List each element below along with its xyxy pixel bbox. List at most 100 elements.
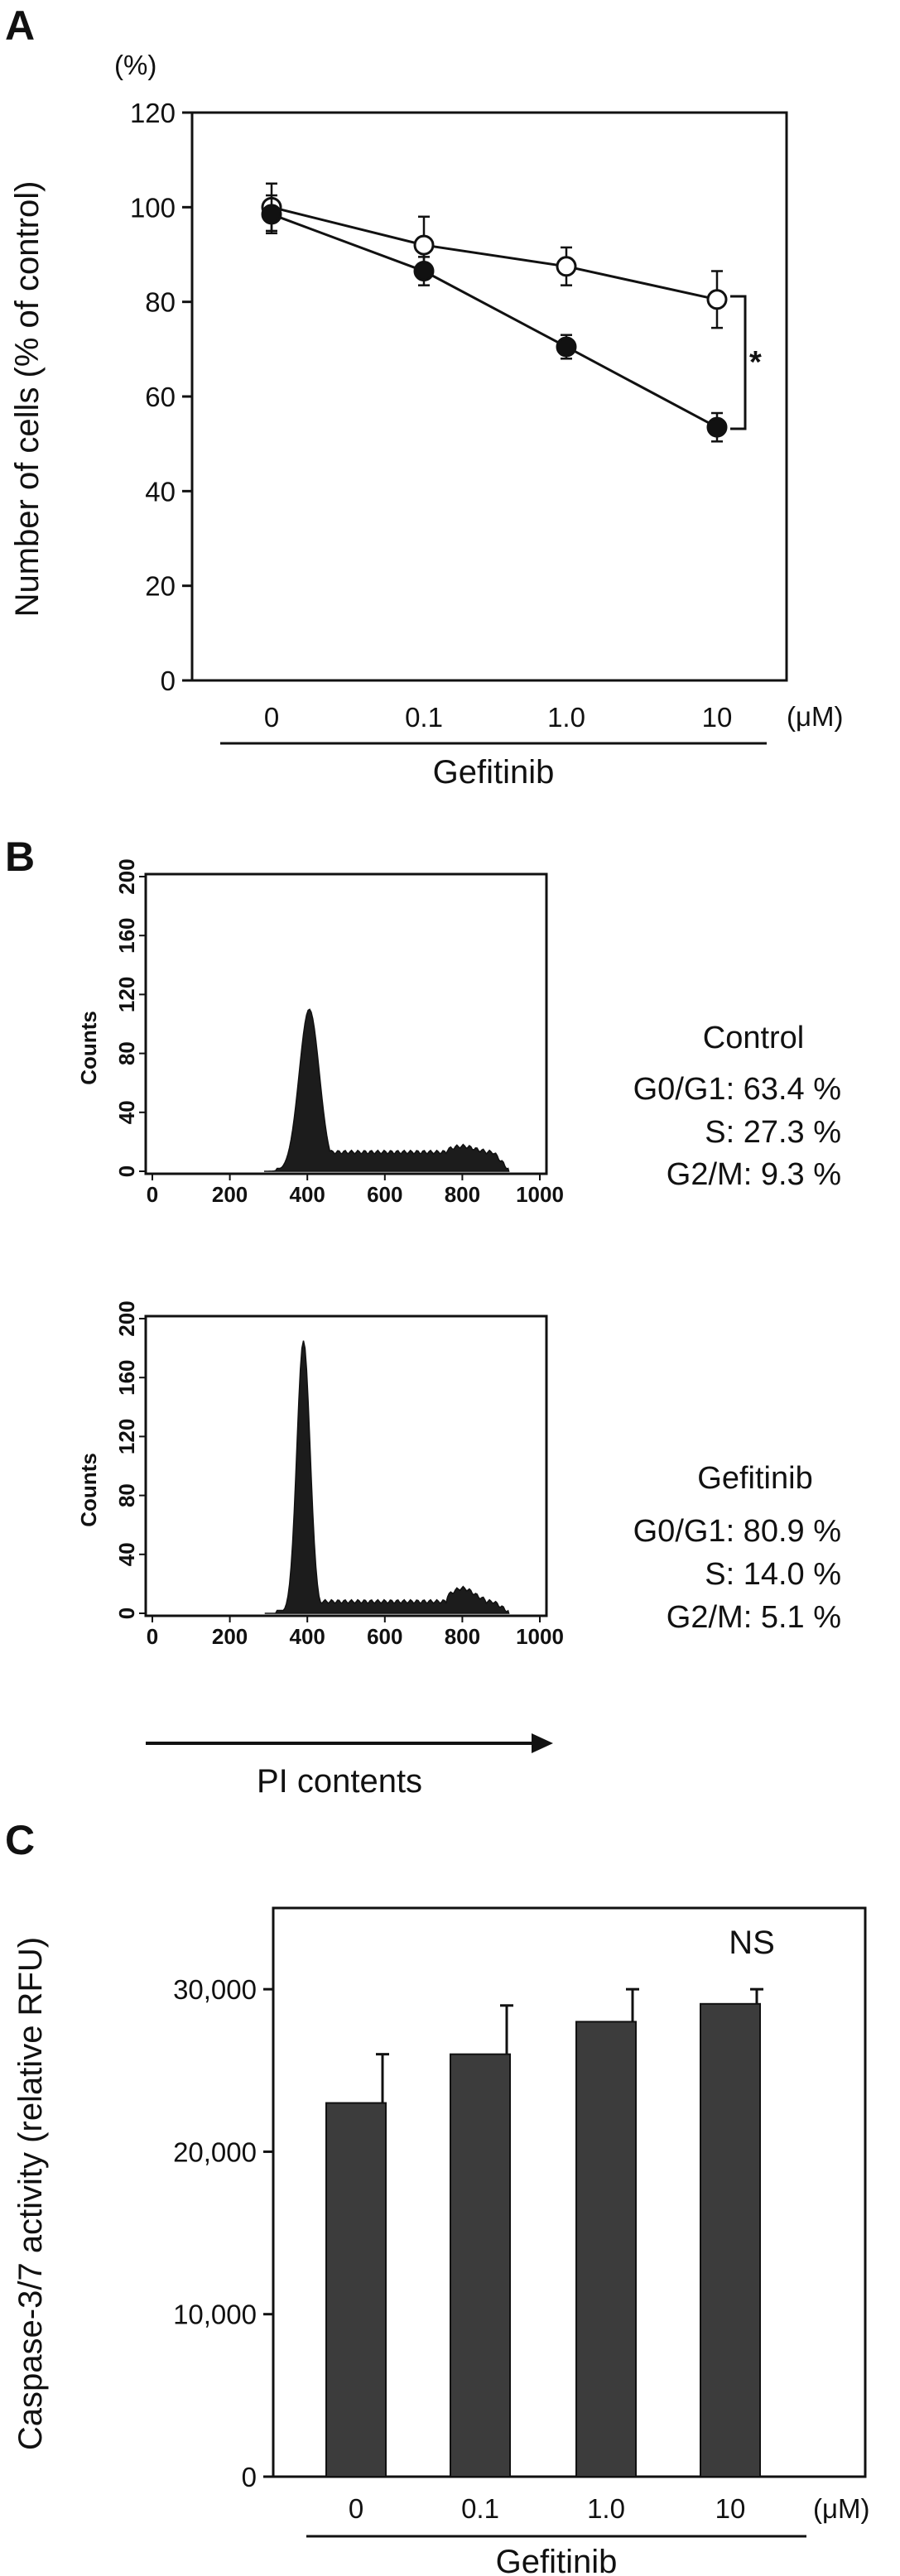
y-tick-label: 120: [114, 1419, 139, 1454]
stats-line: G2/M: 9.3 %: [667, 1157, 841, 1192]
panel-letter-a: A: [5, 2, 35, 49]
histogram-area: [263, 1008, 510, 1172]
y-tick-label: 40: [114, 1542, 139, 1566]
y-ticks: 0 20 40 60 80 100 120: [130, 98, 192, 696]
y-tick-label: 0: [114, 1165, 139, 1177]
data-point-filled: [413, 261, 435, 282]
x-tick-label: 1.0: [587, 2493, 625, 2524]
y-tick-label: 80: [114, 1041, 139, 1065]
y-tick-label: 160: [114, 1360, 139, 1396]
x-tick-label: 0: [147, 1624, 158, 1649]
x-tick-label: 0: [349, 2493, 363, 2524]
y-tick-label: 80: [145, 287, 176, 318]
y-unit-label: (%): [114, 50, 156, 80]
ns-annotation: NS: [729, 1925, 775, 1961]
histogram-gefitinib: 0 40 80 120 160 200 Counts 0 200 400 600 800 1000: [76, 1300, 564, 1649]
group-label: Gefitinib: [496, 2544, 618, 2576]
y-tick-label: 20: [145, 571, 176, 602]
x-ticks: 0 0.1 1.0 10: [264, 702, 733, 733]
x-tick-label: 10: [715, 2493, 746, 2524]
group-label: Gefitinib: [433, 754, 555, 791]
bar: [700, 2002, 761, 2477]
y-tick-label: 30,000: [173, 1974, 257, 2005]
y-tick-label: 60: [145, 382, 176, 412]
y-tick-label: 0: [114, 1608, 139, 1619]
x-tick-label: 0.1: [405, 702, 443, 733]
y-tick-label: 160: [114, 918, 139, 954]
data-point-filled: [556, 336, 577, 358]
stats-line: G0/G1: 80.9 %: [633, 1514, 841, 1549]
x-ticks: 0 0.1 1.0 10: [349, 2493, 746, 2524]
x-tick-label: 10: [702, 702, 733, 733]
plot-frame: [190, 111, 788, 682]
data-point-open: [706, 289, 728, 310]
y-tick-label: 10,000: [173, 2300, 257, 2330]
x-tick-label: 800: [445, 1182, 480, 1207]
x-tick-label: 1.0: [547, 702, 585, 733]
x-tick-label: 0: [147, 1182, 158, 1207]
x-tick-label: 1000: [516, 1182, 564, 1207]
y-tick-label: 120: [130, 98, 176, 128]
x-tick-label: 0: [264, 702, 279, 733]
x-tick-label: 0.1: [461, 2493, 499, 2524]
counts-label: Counts: [76, 1011, 101, 1085]
x-tick-label: 200: [212, 1182, 248, 1207]
pi-label: PI contents: [257, 1763, 422, 1800]
histogram-area: [264, 1340, 510, 1614]
stats-title: Gefitinib: [697, 1461, 812, 1496]
bar: [325, 2102, 387, 2478]
y-tick-label: 100: [130, 192, 176, 223]
panel-c: C Caspase-3/7 activity (relative RFU) 0 1…: [5, 1817, 869, 2576]
significance-marker: *: [749, 345, 762, 380]
bar: [575, 2021, 637, 2477]
y-axis-title: Number of cells (% of control): [9, 181, 46, 618]
y-tick-label: 0: [242, 2462, 257, 2492]
x-unit-label: (μM): [787, 701, 843, 732]
y-tick-label: 120: [114, 977, 139, 1012]
x-tick-label: 600: [367, 1624, 402, 1649]
histogram-frame: [144, 872, 548, 1175]
y-tick-label: 40: [145, 476, 176, 507]
bar: [450, 2053, 511, 2478]
x-unit-label: (μM): [813, 2493, 869, 2524]
pi-arrow-head: [532, 1733, 553, 1753]
y-axis-title: Caspase-3/7 activity (relative RFU): [12, 1937, 49, 2450]
histogram-control: 0 40 80 120 160 200 Counts 0 200 400 600 800 1000: [76, 858, 564, 1207]
y-ticks: 0 10,000 20,000 30,000: [173, 1974, 273, 2492]
y-tick-label: 20,000: [173, 2136, 257, 2167]
significance-bracket: [730, 295, 747, 430]
stats-gefitinib: Gefitinib G0/G1: 80.9 % S: 14.0 % G2/M: …: [633, 1461, 841, 1635]
stats-line: G2/M: 5.1 %: [667, 1600, 841, 1635]
x-tick-label: 200: [212, 1624, 248, 1649]
x-tick-label: 400: [290, 1182, 325, 1207]
stats-line: S: 14.0 %: [705, 1557, 841, 1592]
data-point-open: [413, 234, 435, 256]
y-tick-label: 80: [114, 1483, 139, 1507]
stats-control: Control G0/G1: 63.4 % S: 27.3 % G2/M: 9.…: [633, 1021, 841, 1192]
plot-frame: [272, 1906, 867, 2478]
histogram-frame: [144, 1314, 548, 1617]
y-tick-label: 200: [114, 858, 139, 894]
stats-line: S: 27.3 %: [705, 1115, 841, 1150]
data-point-filled: [706, 416, 728, 438]
panel-letter-c: C: [5, 1817, 35, 1863]
stats-line: G0/G1: 63.4 %: [633, 1072, 841, 1107]
bars-group: [325, 1987, 763, 2478]
panel-letter-b: B: [5, 834, 35, 880]
data-point-filled: [261, 204, 282, 225]
stats-title: Control: [703, 1021, 805, 1055]
panel-a: A (%) Number of cells (% of control) 0 20…: [5, 2, 843, 791]
x-tick-label: 800: [445, 1624, 480, 1649]
y-tick-label: 40: [114, 1100, 139, 1124]
x-tick-label: 400: [290, 1624, 325, 1649]
data-point-open: [556, 256, 577, 277]
series-line: [271, 213, 718, 429]
y-tick-label: 200: [114, 1300, 139, 1336]
x-tick-label: 1000: [516, 1624, 564, 1649]
series-group: [261, 182, 728, 443]
y-tick-label: 0: [161, 666, 176, 696]
counts-label: Counts: [76, 1453, 101, 1527]
